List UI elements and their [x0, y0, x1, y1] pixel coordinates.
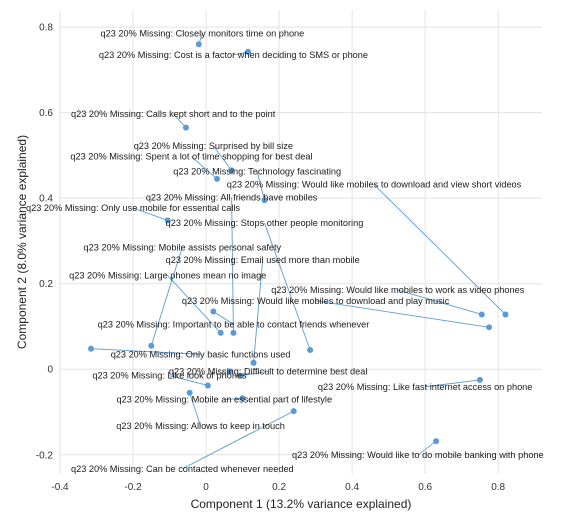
data-point: [204, 382, 211, 389]
leader-line: [231, 197, 234, 333]
data-point: [478, 311, 485, 318]
leader-line: [189, 392, 202, 427]
grid-lines: [59, 10, 542, 474]
x-tick-label: 0.8: [491, 482, 505, 493]
y-tick-label: 0: [47, 365, 53, 376]
point-label: q23 20% Missing: Closely monitors time o…: [101, 29, 305, 39]
data-point: [226, 368, 233, 375]
point-label: q23 20% Missing: Email used more than mo…: [166, 255, 360, 265]
y-tick-label: -0.2: [36, 450, 54, 461]
leader-line: [425, 379, 480, 388]
point-label: q23 20% Missing: Mobile an essential par…: [117, 395, 333, 405]
leader-line: [91, 348, 201, 355]
point-label: q23 20% Missing: Important to be able to…: [98, 319, 370, 329]
leader-line: [224, 397, 243, 401]
point-label: q23 20% Missing: All friends have mobile…: [146, 192, 318, 202]
point-label: q23 20% Missing: Only basic functions us…: [111, 349, 291, 359]
point-label: q23 20% Missing: Difficult to determine …: [169, 366, 368, 376]
leader-line: [167, 275, 221, 334]
data-point: [290, 408, 297, 415]
x-tick-label: 0.6: [418, 482, 432, 493]
leader-line: [256, 171, 265, 201]
x-axis-title: Component 1 (13.2% variance explained): [191, 497, 412, 511]
data-point: [217, 329, 224, 336]
data-point: [182, 124, 189, 131]
data-point: [164, 217, 171, 224]
data-point: [214, 175, 221, 182]
data-point: [237, 372, 244, 379]
point-label: q23 20% Missing: Technology fascinating: [173, 167, 341, 177]
data-point: [250, 359, 257, 366]
data-point: [261, 197, 268, 204]
point-label: q23 20% Missing: Surprised by bill size: [134, 141, 293, 151]
data-point: [433, 438, 440, 445]
x-tick-label: -0.4: [51, 482, 69, 493]
leader-line: [240, 370, 269, 377]
point-label: q23 20% Missing: Only use mobile for ess…: [26, 203, 240, 213]
point-label: q23 20% Missing: Would like mobiles to d…: [182, 296, 450, 306]
point-label: q23 20% Missing: Cost is a factor when d…: [99, 50, 368, 60]
leader-line: [172, 113, 187, 128]
x-tick-labels: -0.4 -0.2 0 0.2 0.4 0.6 0.8: [51, 482, 505, 493]
point-label: q23 20% Missing: Mobile assists personal…: [84, 242, 282, 252]
point-label: q23 20% Missing: Can be contacted whenev…: [71, 464, 294, 474]
data-point: [228, 167, 235, 174]
y-tick-label: 0.2: [39, 279, 53, 290]
y-axis-title: Component 2 (8.0% variance explained): [15, 135, 29, 349]
point-label: q23 20% Missing: Stops other people moni…: [166, 218, 364, 228]
y-tick-label: 0.6: [39, 108, 53, 119]
point-label: q23 20% Missing: Calls kept short and to…: [71, 109, 276, 119]
leader-line: [191, 156, 218, 180]
data-point: [88, 345, 95, 352]
data-point: [245, 48, 252, 55]
leader-line: [213, 311, 234, 325]
data-point: [502, 311, 509, 318]
leader-line: [253, 260, 264, 363]
data-point: [476, 376, 483, 383]
x-tick-label: -0.2: [124, 482, 142, 493]
point-labels: q23 20% Missing: Closely monitors time o…: [26, 29, 544, 474]
data-points: [88, 41, 509, 445]
y-tick-label: 0.4: [39, 194, 53, 205]
leader-line: [373, 184, 506, 315]
leader-line: [150, 247, 183, 346]
point-label: q23 20% Missing: Allows to keep in touch: [116, 421, 285, 431]
data-point: [486, 324, 493, 331]
x-tick-label: 0: [203, 482, 209, 493]
leader-line: [417, 440, 437, 456]
leader-line: [213, 145, 232, 171]
data-point: [210, 308, 217, 315]
point-label: q23 20% Missing: Spent a lot of time sho…: [70, 152, 312, 162]
leader-line: [182, 410, 294, 470]
y-tick-labels: -0.2 0 0.2 0.4 0.6 0.8: [36, 23, 54, 462]
point-label: q23 20% Missing: Like fast internet acce…: [318, 382, 533, 392]
x-tick-label: 0.4: [345, 482, 359, 493]
leader-line: [132, 207, 168, 221]
leader-lines: [91, 33, 506, 470]
leader-line: [264, 222, 311, 351]
point-label: q23 20% Missing: Large phones mean no im…: [69, 271, 266, 281]
data-point: [195, 41, 202, 48]
data-point: [186, 389, 193, 396]
leader-line: [315, 300, 490, 328]
data-point: [148, 342, 155, 349]
data-point: [239, 395, 246, 402]
data-point: [307, 346, 314, 353]
point-label: q23 20% Missing: Like look of phones: [92, 371, 247, 381]
leader-line: [397, 289, 482, 315]
leader-line: [169, 375, 208, 386]
x-tick-label: 0.2: [272, 482, 286, 493]
point-label: q23 20% Missing: Would like mobiles to d…: [227, 179, 522, 189]
y-tick-label: 0.8: [39, 23, 53, 34]
point-label: q23 20% Missing: Would like to do mobile…: [292, 450, 544, 460]
data-point: [230, 329, 237, 336]
point-label: q23 20% Missing: Would like mobiles to w…: [271, 285, 525, 295]
